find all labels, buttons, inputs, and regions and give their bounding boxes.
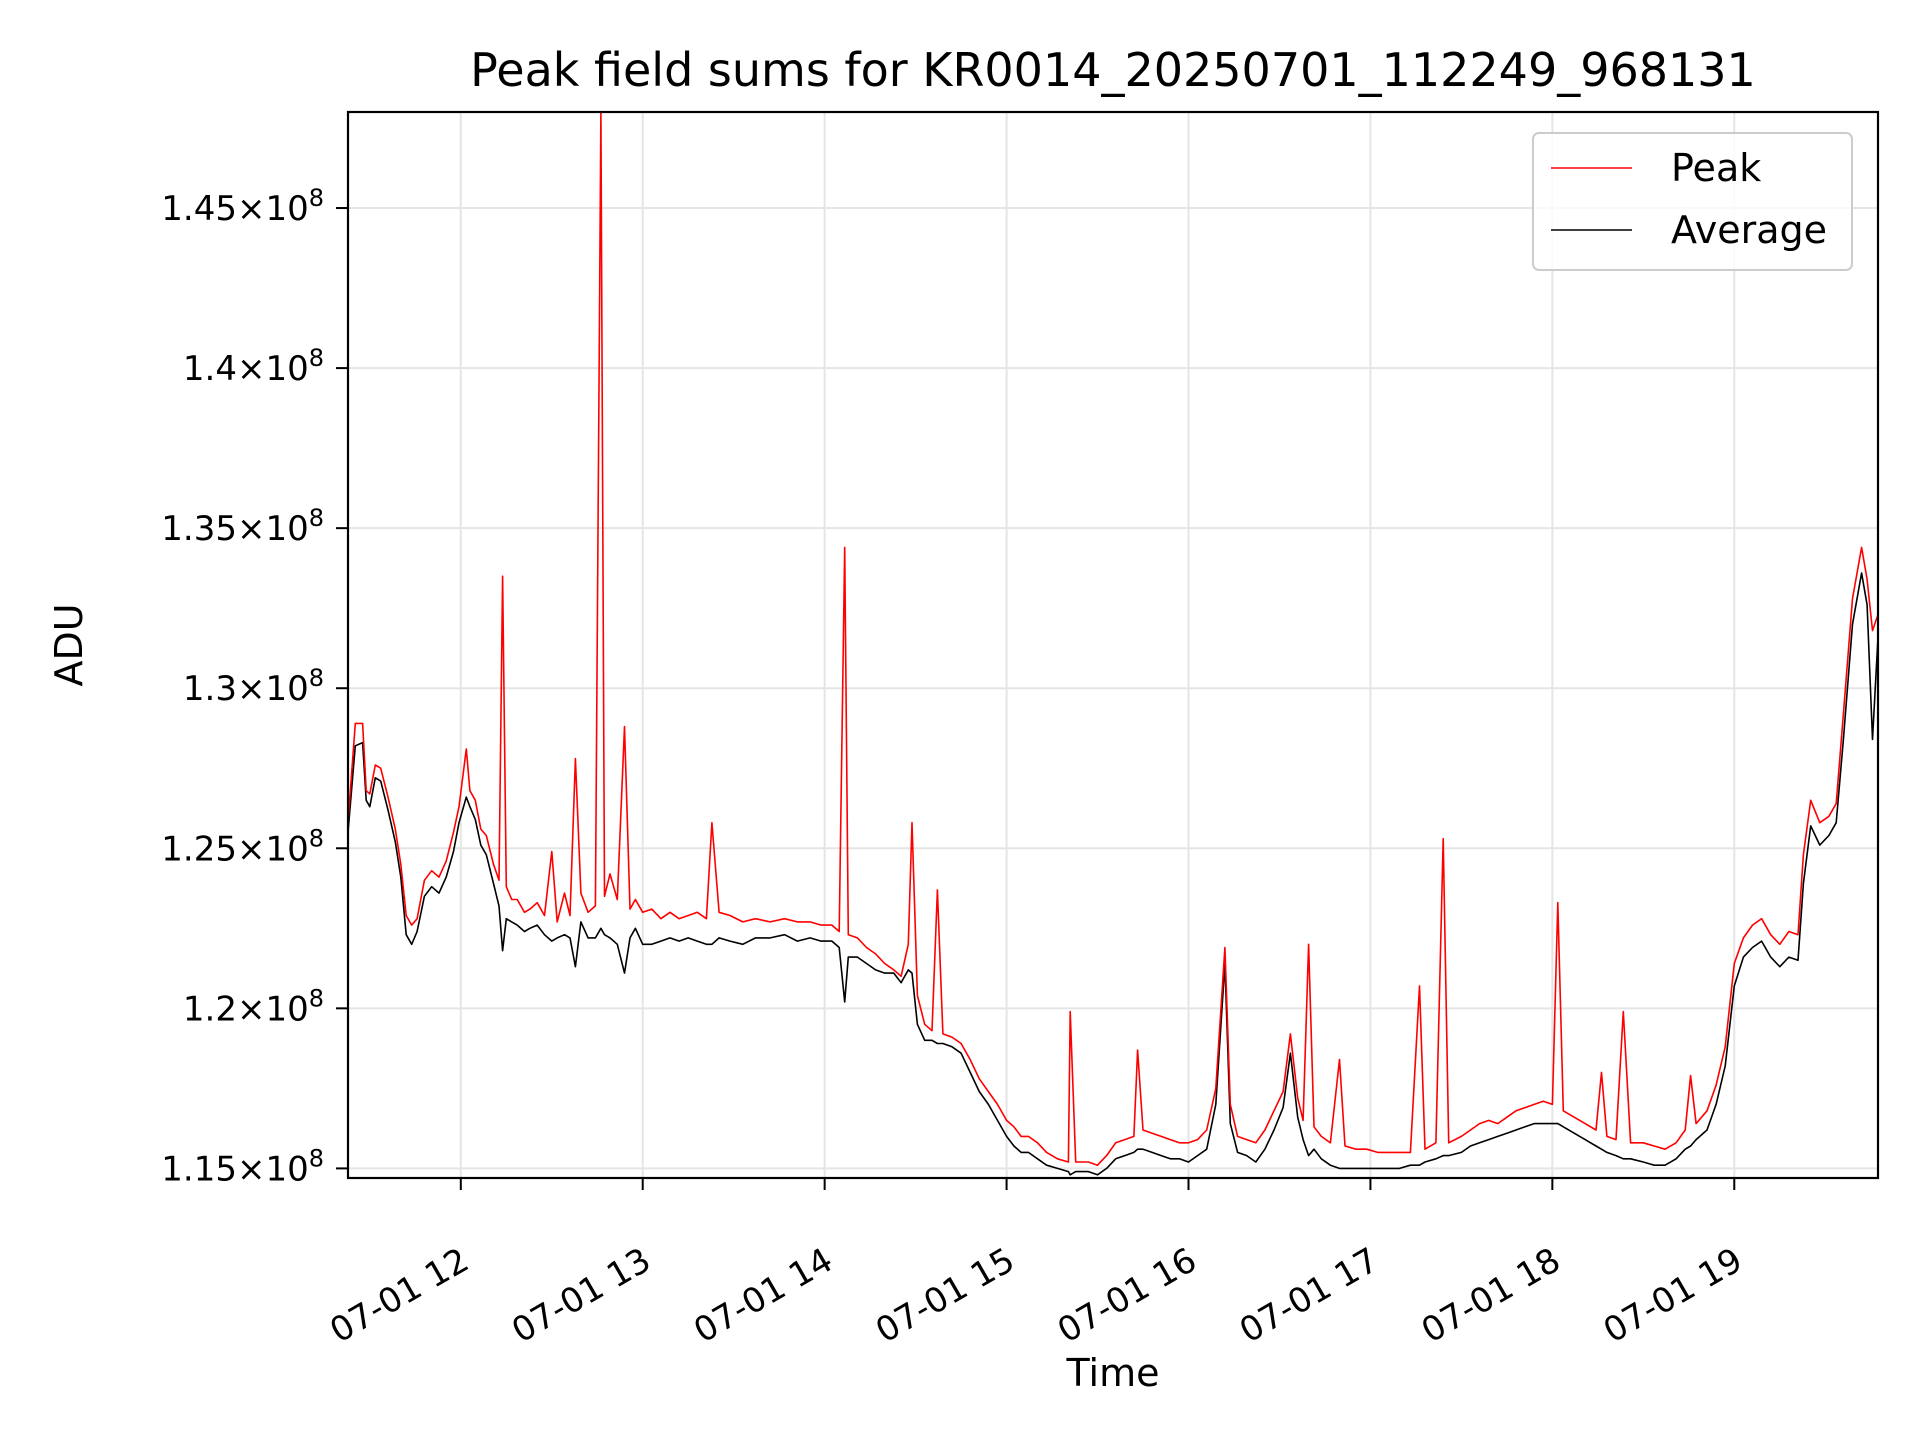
plot-frame: [346, 110, 1880, 1180]
series-line-peak: [348, 112, 1878, 1166]
y-tick-label: 1.25×108: [161, 824, 324, 869]
y-tick-label: 1.45×108: [161, 184, 324, 229]
y-tick-label: 1.35×108: [161, 504, 324, 549]
y-tick-label: 1.2×108: [183, 984, 324, 1029]
y-tick-label: 1.15×108: [161, 1144, 324, 1189]
y-tick-label: 1.3×108: [183, 664, 324, 709]
y-axis-label: ADU: [47, 603, 91, 686]
legend-label-peak: Peak: [1671, 146, 1761, 190]
chart-title: Peak field sums for KR0014_20250701_1122…: [470, 43, 1756, 97]
legend: Peak Average: [1532, 132, 1853, 271]
y-tick-label: 1.4×108: [183, 344, 324, 389]
series-layer: [348, 112, 1878, 1176]
x-axis-label: Time: [1066, 1351, 1160, 1395]
grid-lines: [348, 112, 1878, 1178]
y-axis: 1.15×108 1.2×108 1.25×108 1.3×108 1.35×108 1.…: [161, 184, 348, 1189]
series-line-average: [348, 572, 1878, 1176]
legend-label-average: Average: [1671, 208, 1827, 252]
